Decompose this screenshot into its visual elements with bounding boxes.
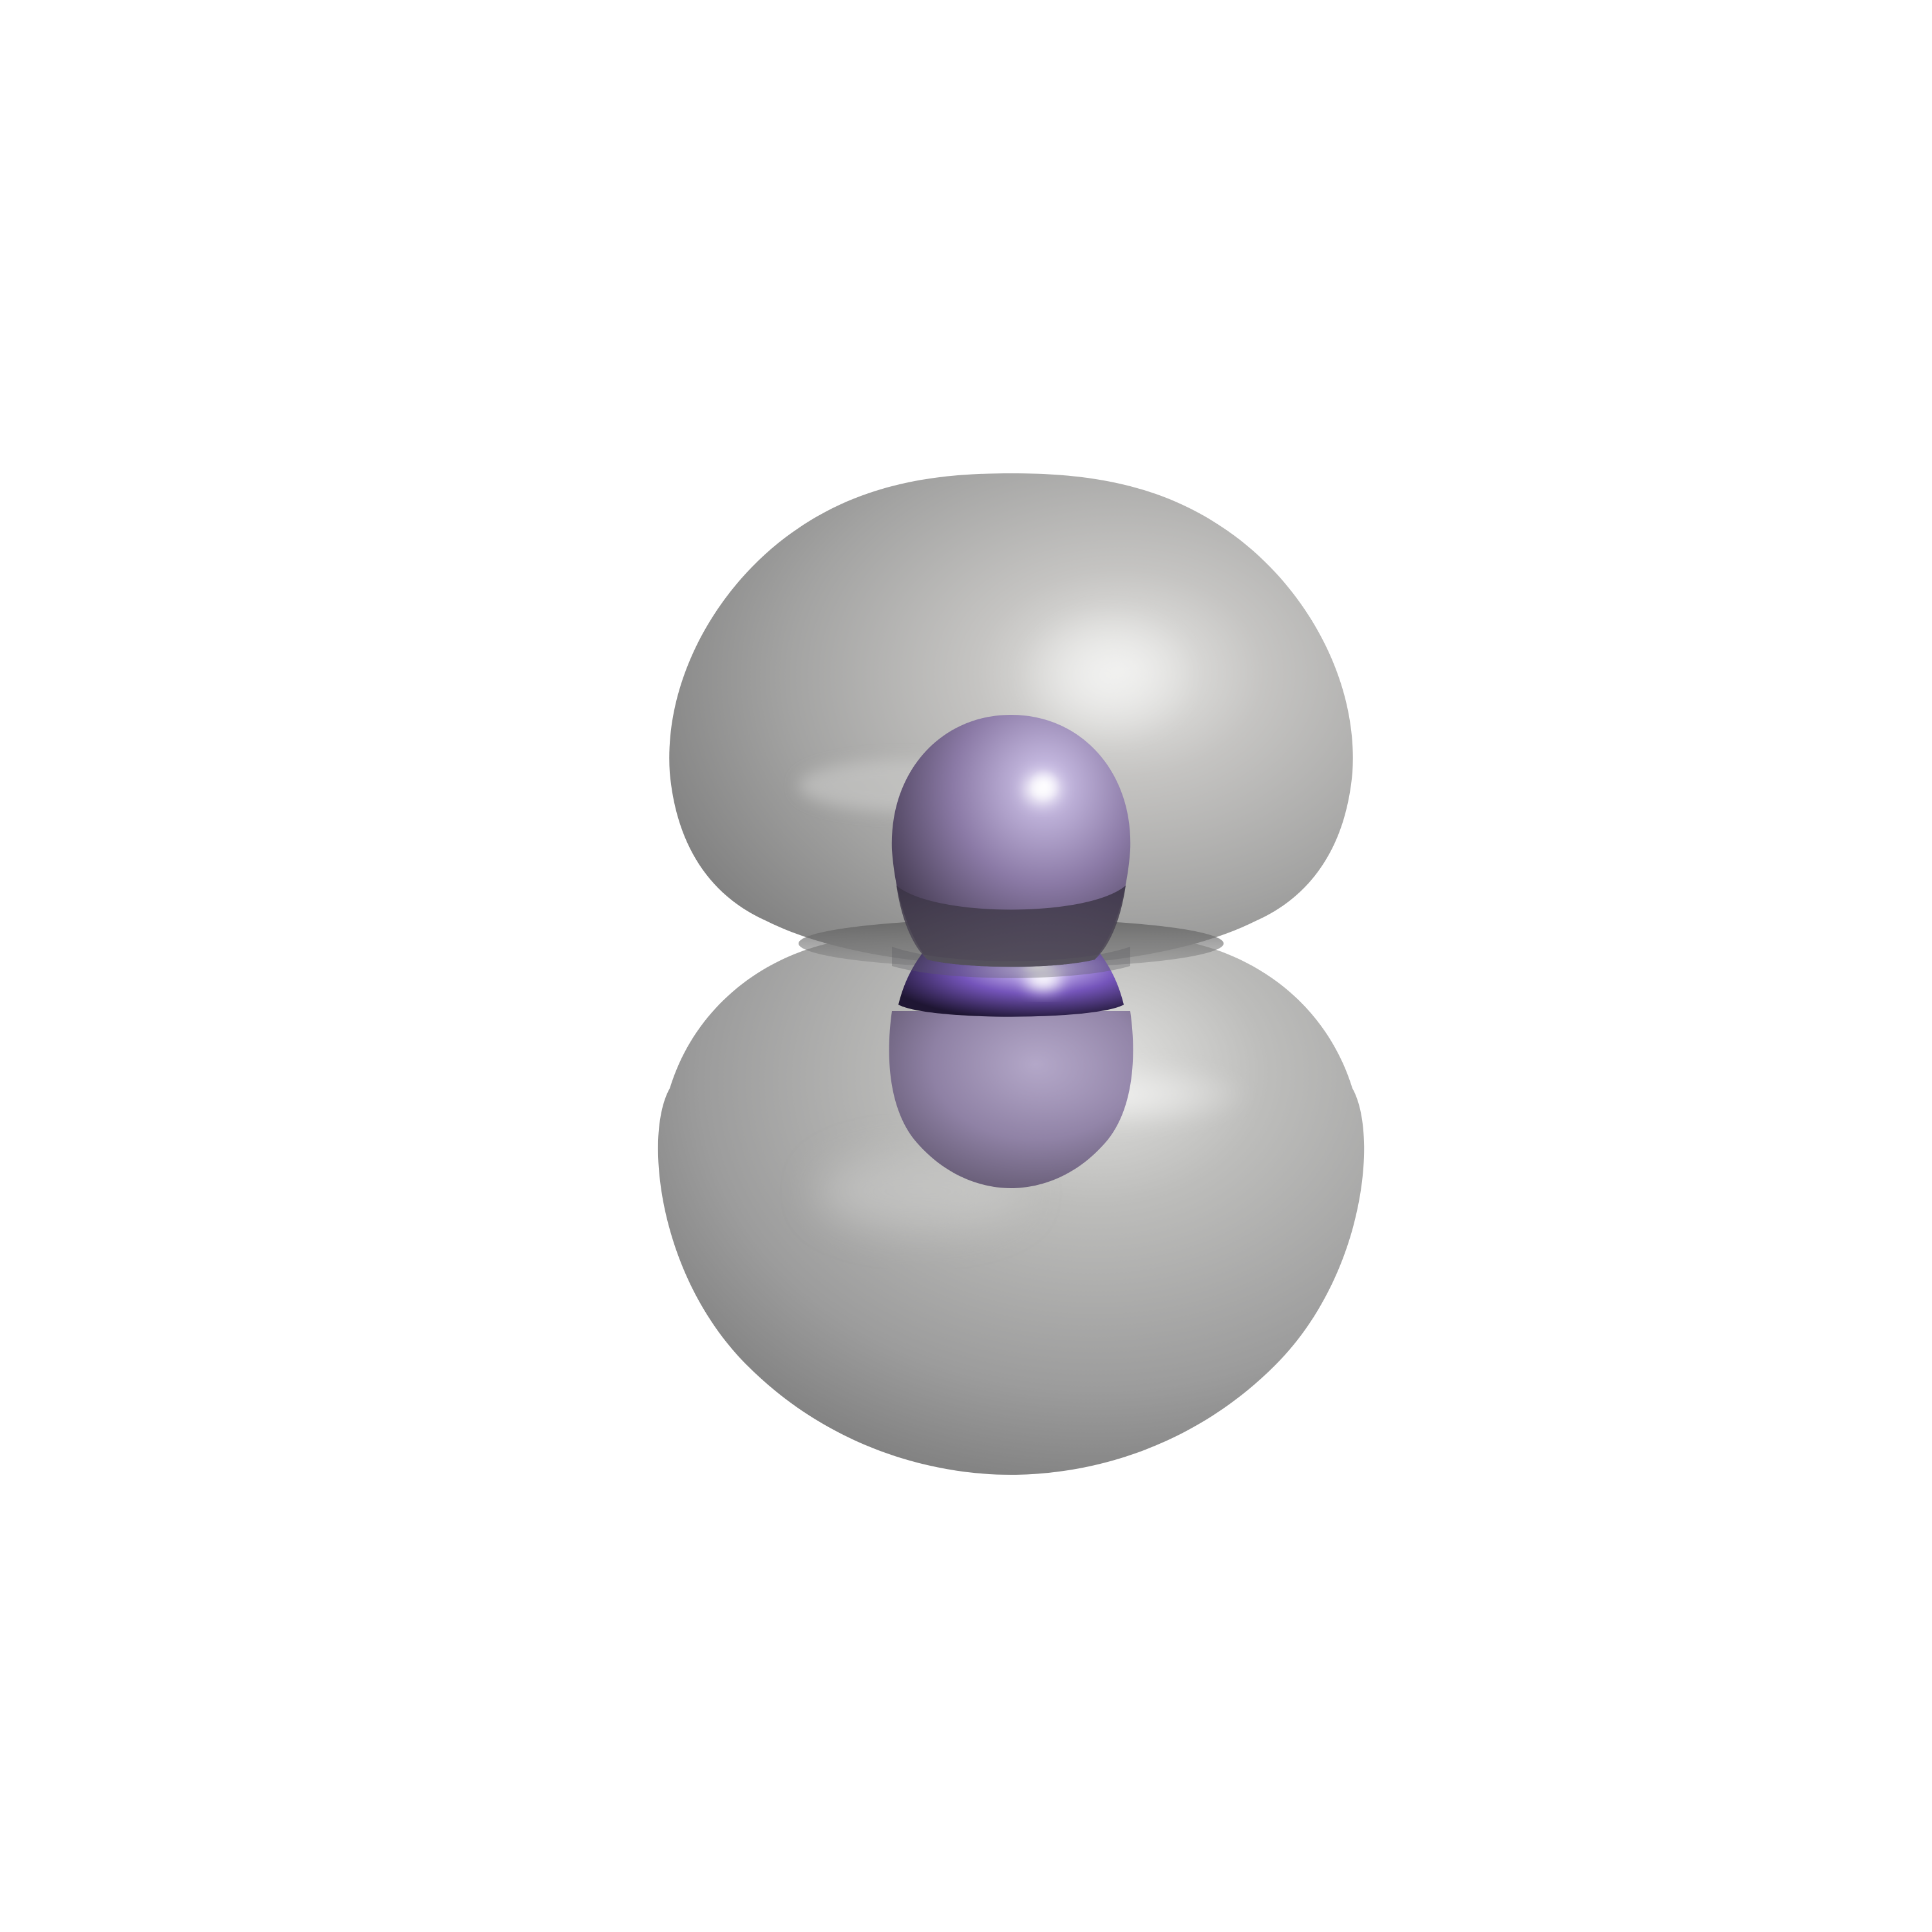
upper-inner-lobe [891,715,1131,967]
inner-band [898,947,1124,1017]
lobe-overlap-shade [892,947,1130,978]
lower-inner-lobe [889,1011,1133,1188]
